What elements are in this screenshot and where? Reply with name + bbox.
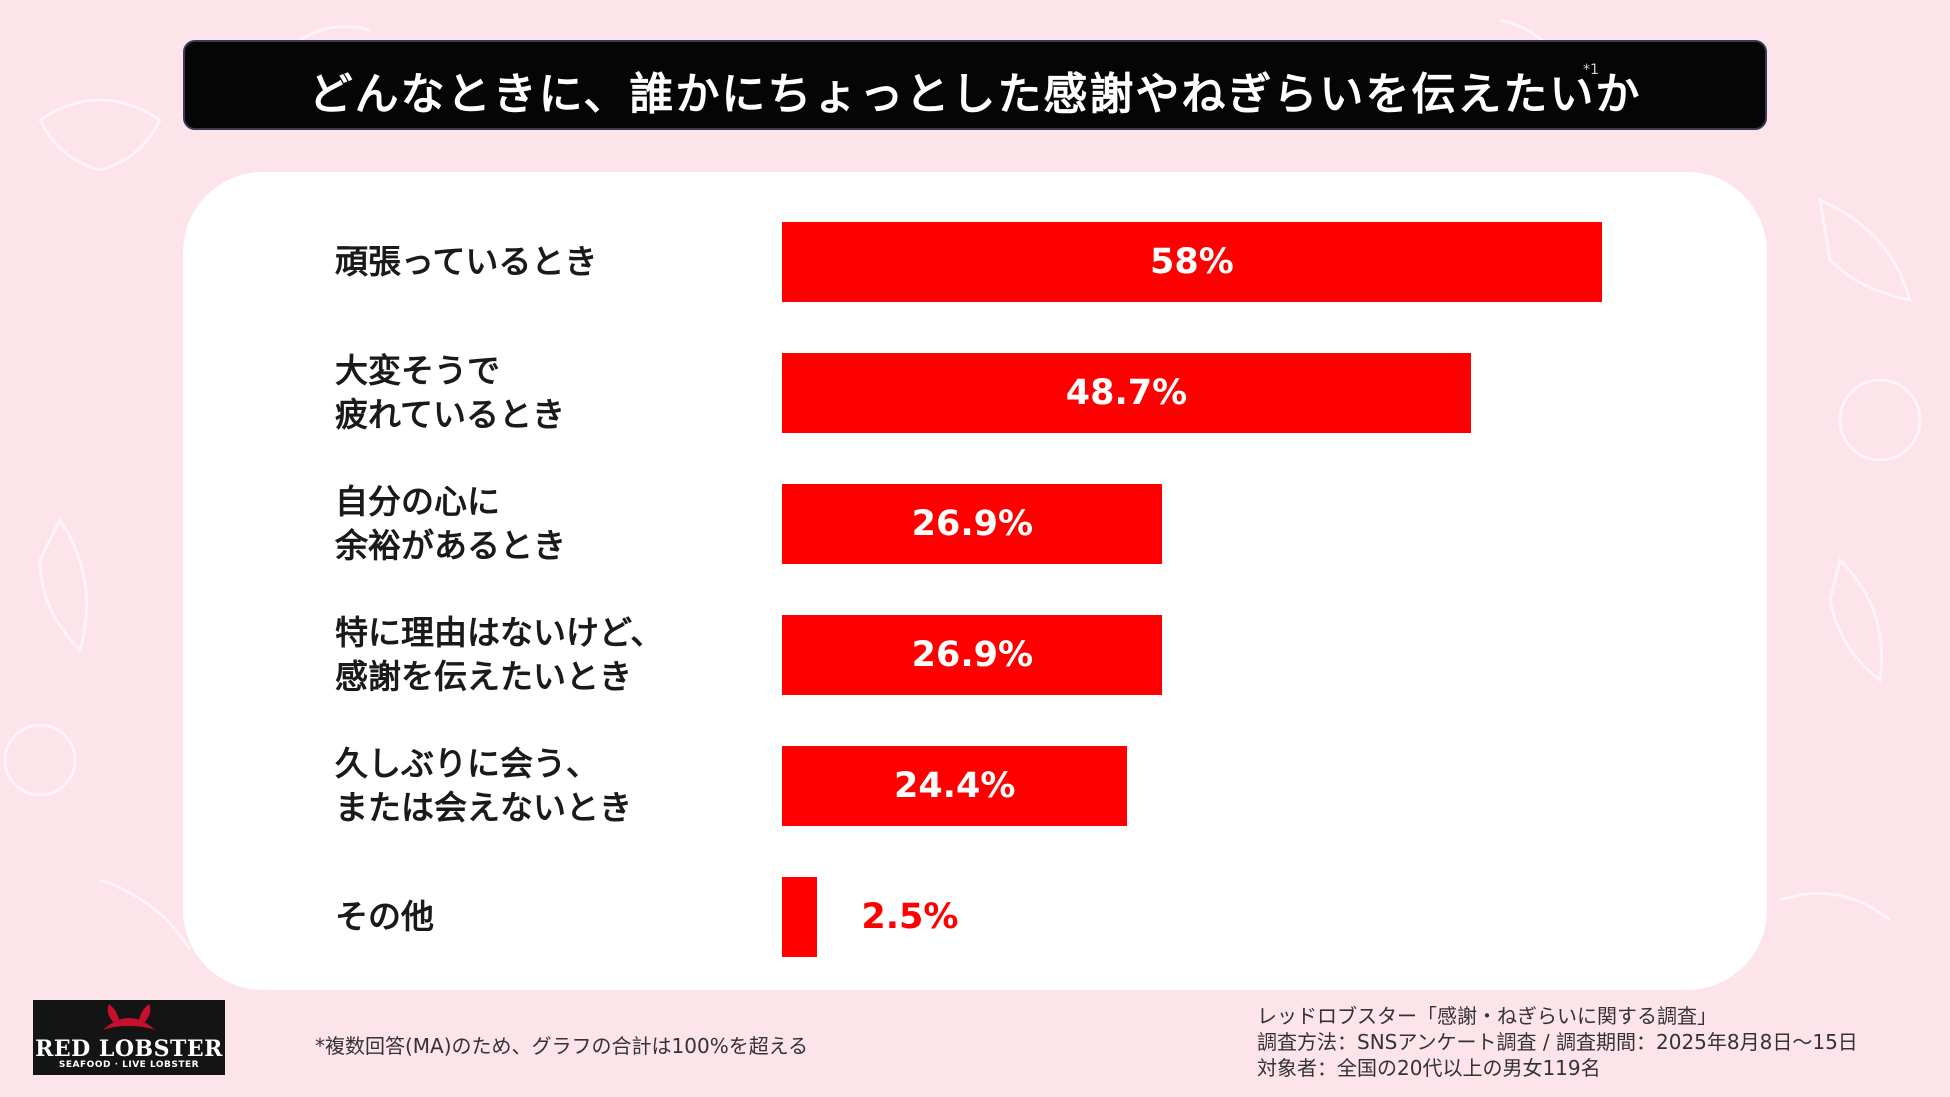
bar-value-label: 48.7%: [1065, 373, 1188, 413]
source-line-2: 調査方法：SNSアンケート調査 / 調査期間：2025年8月8日〜15日: [1257, 1030, 1858, 1054]
title-bar: どんなときに、誰かにちょっとした感謝やねぎらいを伝えたいか: [183, 40, 1767, 130]
lobster-logo-icon: [103, 1004, 155, 1030]
bar: [782, 353, 1471, 433]
category-label: 自分の心に 余裕があるとき: [335, 482, 566, 565]
category-label: 大変そうで 疲れているとき: [335, 351, 566, 434]
category-label: 久しぶりに会う、 または会えないとき: [335, 744, 632, 827]
title-footnote-marker: *1: [1583, 62, 1599, 78]
category-label: 特に理由はないけど、 感謝を伝えたいとき: [335, 613, 664, 696]
bar-value-label: 2.5%: [861, 897, 959, 937]
bar: [782, 746, 1127, 826]
survey-source: レッドロブスター「感謝・ねぎらいに関する調査」 調査方法：SNSアンケート調査 …: [1257, 1003, 1858, 1081]
bar-value-label: 58%: [1150, 242, 1234, 282]
category-label: その他: [335, 897, 434, 936]
bar-value-label: 26.9%: [911, 635, 1034, 675]
logo-wordmark: RED LOBSTER: [35, 1036, 223, 1062]
category-label: 頑張っているとき: [335, 242, 598, 281]
source-line-3: 対象者：全国の20代以上の男女119名: [1257, 1056, 1601, 1080]
bar-value-label: 24.4%: [893, 766, 1016, 806]
footnote: *複数回答(MA)のため、グラフの合計は100%を超える: [315, 1034, 809, 1058]
red-lobster-logo: RED LOBSTER SEAFOOD · LIVE LOBSTER: [33, 1000, 225, 1075]
logo-tagline: SEAFOOD · LIVE LOBSTER: [58, 1060, 200, 1070]
chart-title: どんなときに、誰かにちょっとした感謝やねぎらいを伝えたいか: [308, 69, 1642, 120]
chart-card: [183, 172, 1767, 990]
bar: [782, 877, 818, 957]
bar: [782, 222, 1602, 302]
source-line-1: レッドロブスター「感謝・ねぎらいに関する調査」: [1257, 1004, 1717, 1028]
bar-value-label: 26.9%: [911, 504, 1034, 544]
bar: [782, 484, 1163, 564]
bar: [782, 615, 1163, 695]
